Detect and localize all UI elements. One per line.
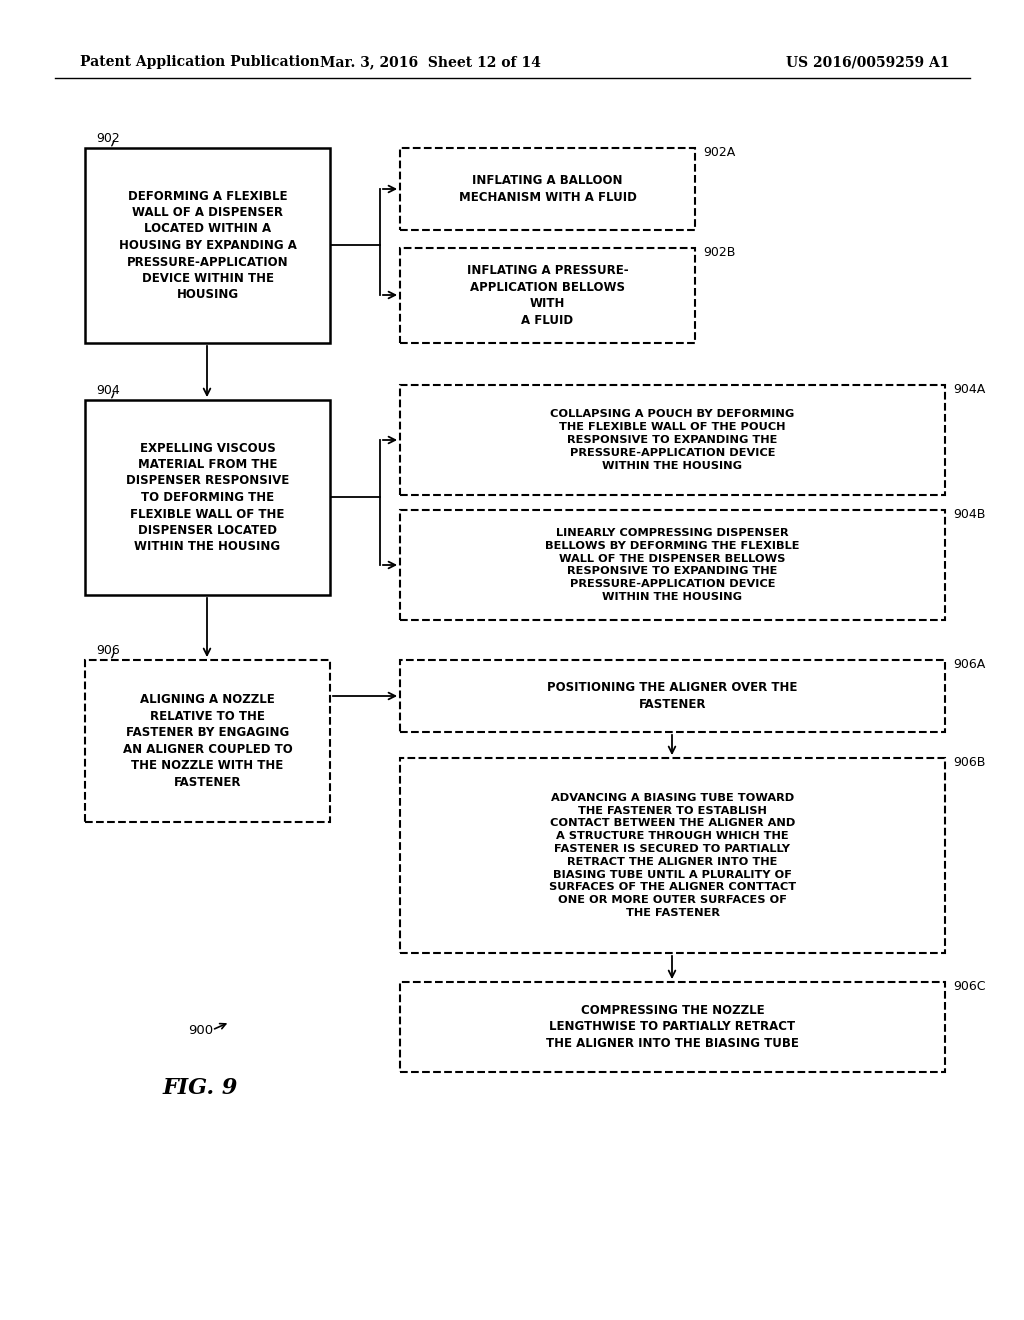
Bar: [85, 148, 330, 343]
Bar: [85, 400, 330, 595]
Bar: [85, 660, 330, 822]
Bar: [400, 660, 945, 733]
Text: 906C: 906C: [953, 979, 985, 993]
Text: EXPELLING VISCOUS
MATERIAL FROM THE
DISPENSER RESPONSIVE
TO DEFORMING THE
FLEXIB: EXPELLING VISCOUS MATERIAL FROM THE DISP…: [126, 441, 289, 553]
Bar: [400, 982, 945, 1072]
Bar: [400, 148, 695, 230]
Text: 906: 906: [96, 644, 120, 656]
Bar: [400, 385, 945, 495]
Text: Mar. 3, 2016  Sheet 12 of 14: Mar. 3, 2016 Sheet 12 of 14: [319, 55, 541, 69]
Text: DEFORMING A FLEXIBLE
WALL OF A DISPENSER
LOCATED WITHIN A
HOUSING BY EXPANDING A: DEFORMING A FLEXIBLE WALL OF A DISPENSER…: [119, 190, 296, 301]
Bar: [400, 248, 695, 343]
Text: FIG. 9: FIG. 9: [163, 1077, 238, 1100]
Text: Patent Application Publication: Patent Application Publication: [80, 55, 319, 69]
Bar: [400, 510, 945, 620]
Text: US 2016/0059259 A1: US 2016/0059259 A1: [786, 55, 950, 69]
Text: 902: 902: [96, 132, 120, 144]
Text: ALIGNING A NOZZLE
RELATIVE TO THE
FASTENER BY ENGAGING
AN ALIGNER COUPLED TO
THE: ALIGNING A NOZZLE RELATIVE TO THE FASTEN…: [123, 693, 293, 789]
Text: INFLATING A BALLOON
MECHANISM WITH A FLUID: INFLATING A BALLOON MECHANISM WITH A FLU…: [459, 174, 637, 203]
Text: 900: 900: [188, 1023, 213, 1036]
Text: 904: 904: [96, 384, 120, 396]
Text: 904B: 904B: [953, 508, 985, 521]
Text: COMPRESSING THE NOZZLE
LENGTHWISE TO PARTIALLY RETRACT
THE ALIGNER INTO THE BIAS: COMPRESSING THE NOZZLE LENGTHWISE TO PAR…: [546, 1005, 799, 1049]
Text: 902B: 902B: [703, 246, 735, 259]
Text: LINEARLY COMPRESSING DISPENSER
BELLOWS BY DEFORMING THE FLEXIBLE
WALL OF THE DIS: LINEARLY COMPRESSING DISPENSER BELLOWS B…: [545, 528, 800, 602]
Text: POSITIONING THE ALIGNER OVER THE
FASTENER: POSITIONING THE ALIGNER OVER THE FASTENE…: [547, 681, 798, 710]
Text: ADVANCING A BIASING TUBE TOWARD
THE FASTENER TO ESTABLISH
CONTACT BETWEEN THE AL: ADVANCING A BIASING TUBE TOWARD THE FAST…: [549, 793, 796, 919]
Text: 906B: 906B: [953, 756, 985, 770]
Bar: [400, 758, 945, 953]
Text: INFLATING A PRESSURE-
APPLICATION BELLOWS
WITH
A FLUID: INFLATING A PRESSURE- APPLICATION BELLOW…: [467, 264, 629, 327]
Text: 904A: 904A: [953, 383, 985, 396]
Text: 902A: 902A: [703, 147, 735, 158]
Text: 906A: 906A: [953, 657, 985, 671]
Text: COLLAPSING A POUCH BY DEFORMING
THE FLEXIBLE WALL OF THE POUCH
RESPONSIVE TO EXP: COLLAPSING A POUCH BY DEFORMING THE FLEX…: [550, 409, 795, 471]
